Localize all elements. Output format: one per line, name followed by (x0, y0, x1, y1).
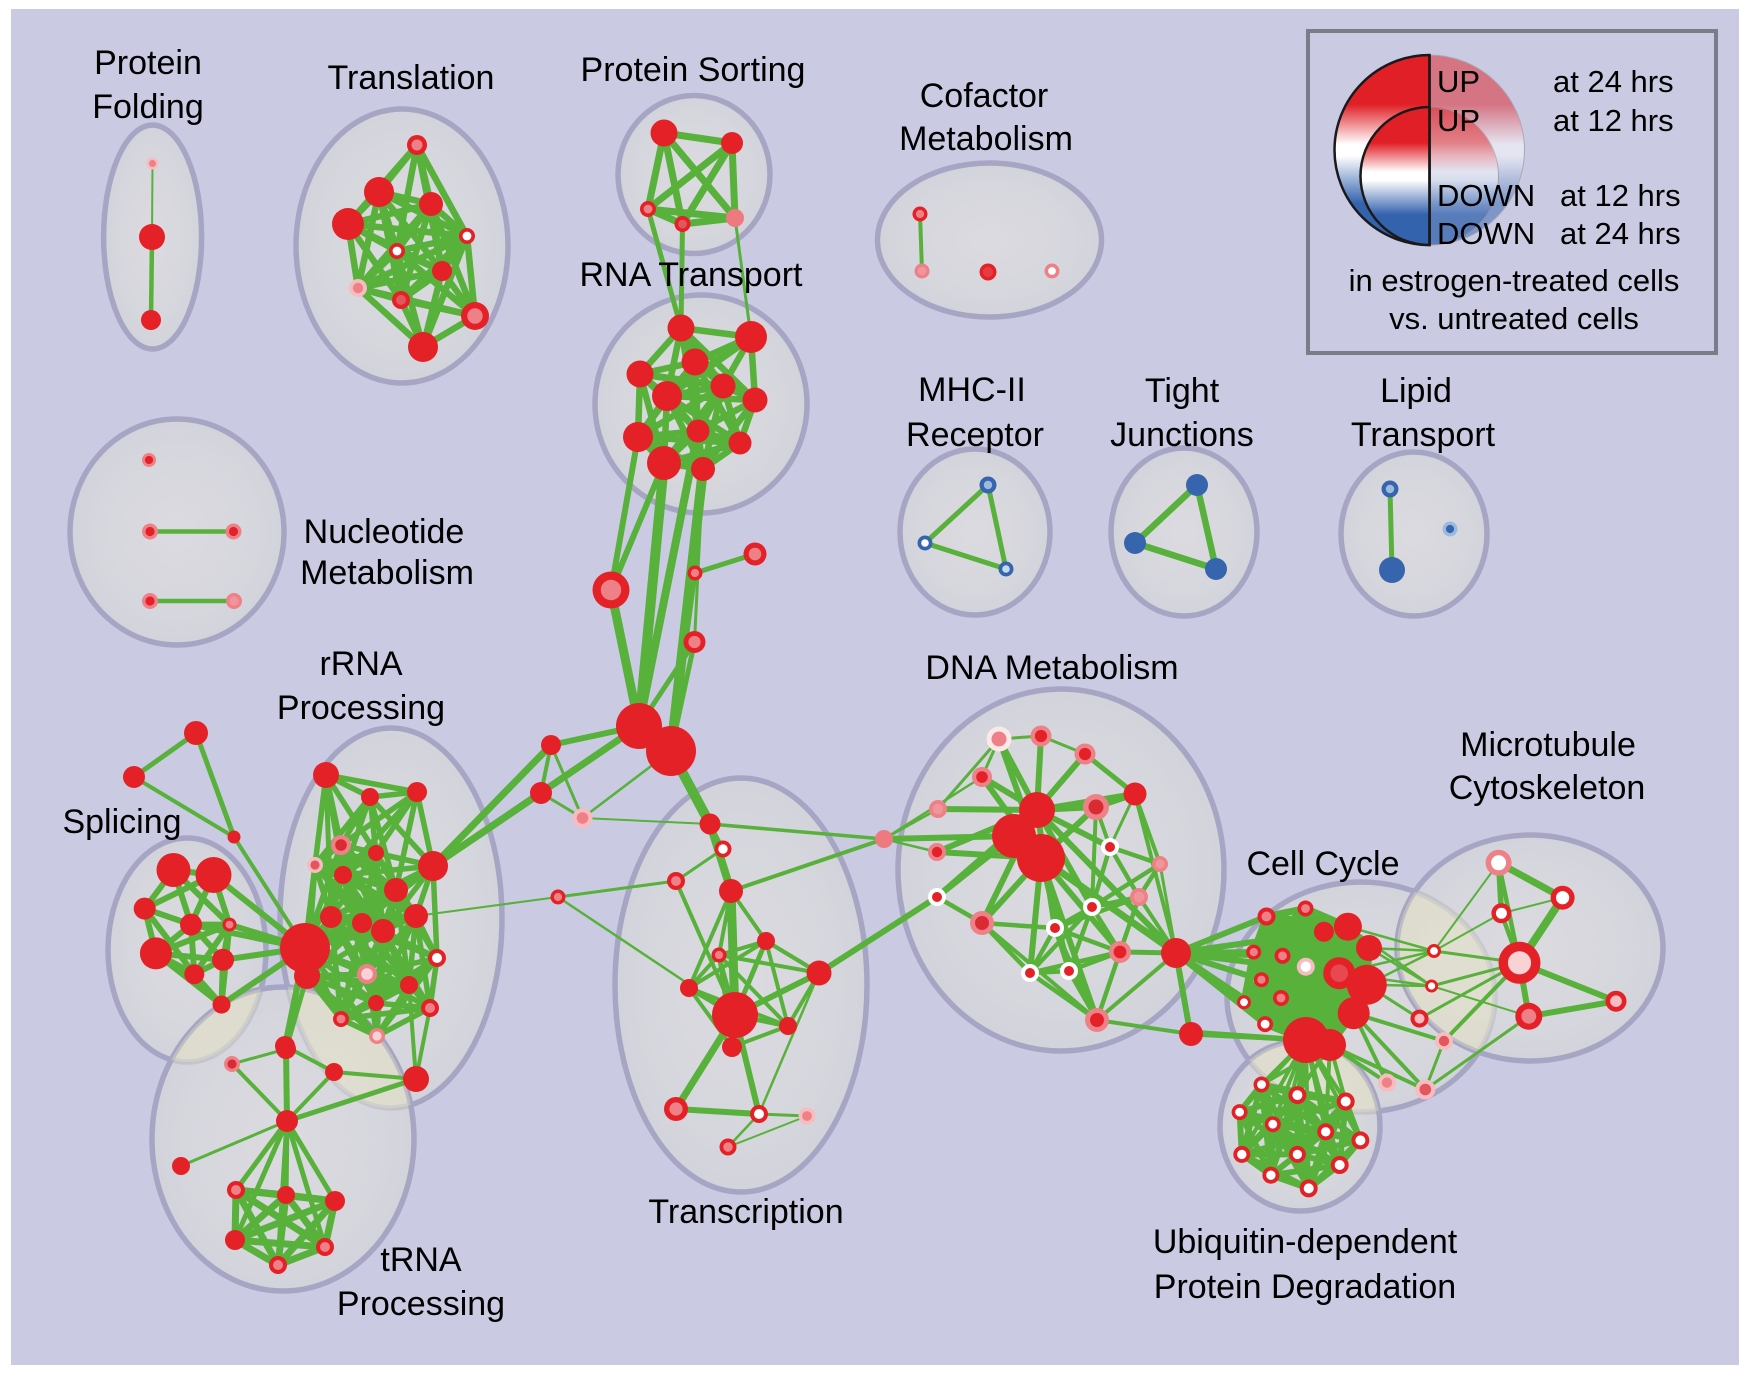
svg-text:Transport: Transport (1351, 416, 1496, 454)
svg-text:UP: UP (1437, 64, 1480, 99)
svg-text:DOWN: DOWN (1437, 178, 1535, 213)
svg-text:tRNA: tRNA (380, 1241, 462, 1279)
svg-text:RNA Transport: RNA Transport (580, 256, 804, 294)
svg-text:at 12 hrs: at 12 hrs (1553, 103, 1674, 138)
svg-text:in estrogen-treated cells: in estrogen-treated cells (1349, 263, 1680, 298)
svg-text:Cofactor: Cofactor (920, 77, 1049, 115)
svg-text:Folding: Folding (92, 88, 204, 126)
svg-text:Protein Sorting: Protein Sorting (581, 51, 806, 89)
svg-text:Ubiquitin-dependent: Ubiquitin-dependent (1153, 1223, 1458, 1261)
svg-text:Processing: Processing (337, 1285, 505, 1323)
svg-text:at 12 hrs: at 12 hrs (1560, 178, 1681, 213)
svg-text:Cell Cycle: Cell Cycle (1246, 845, 1399, 883)
svg-text:Microtubule: Microtubule (1460, 726, 1636, 764)
svg-text:vs. untreated cells: vs. untreated cells (1389, 301, 1639, 336)
svg-text:DOWN: DOWN (1437, 216, 1535, 251)
svg-text:Translation: Translation (328, 59, 495, 97)
svg-text:Receptor: Receptor (906, 416, 1044, 454)
svg-text:Nucleotide: Nucleotide (304, 513, 465, 551)
svg-text:Metabolism: Metabolism (300, 554, 474, 592)
svg-text:Lipid: Lipid (1380, 372, 1452, 410)
svg-text:Metabolism: Metabolism (899, 120, 1073, 158)
svg-text:rRNA: rRNA (319, 645, 402, 683)
svg-text:MHC-II: MHC-II (918, 371, 1026, 409)
svg-text:Cytoskeleton: Cytoskeleton (1449, 769, 1646, 807)
svg-text:at 24 hrs: at 24 hrs (1560, 216, 1681, 251)
svg-text:Protein Degradation: Protein Degradation (1154, 1268, 1456, 1306)
svg-text:Tight: Tight (1145, 372, 1220, 410)
svg-text:DNA Metabolism: DNA Metabolism (925, 649, 1178, 687)
svg-text:Processing: Processing (277, 689, 445, 727)
svg-text:Transcription: Transcription (648, 1193, 843, 1231)
svg-text:at 24 hrs: at 24 hrs (1553, 64, 1674, 99)
svg-text:Splicing: Splicing (62, 803, 181, 841)
svg-text:UP: UP (1437, 103, 1480, 138)
svg-text:Junctions: Junctions (1110, 416, 1254, 454)
svg-text:Protein: Protein (94, 44, 202, 82)
